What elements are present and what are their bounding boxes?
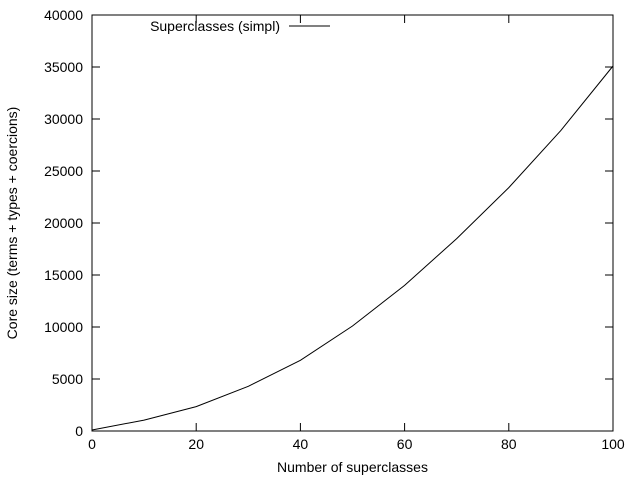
x-tick-label: 0 [88,436,96,452]
y-tick-label: 35000 [44,59,83,75]
y-tick-label: 15000 [44,267,83,283]
x-tick-label: 40 [293,436,309,452]
tick-labels: 0 20 40 60 80 100 0 5000 10000 15000 20000 25000 300… [44,7,625,452]
y-tick-label: 25000 [44,163,83,179]
y-axis-label: Core size (terms + types + coercions) [4,107,20,340]
series-line [91,65,614,431]
x-tick-label: 100 [601,436,625,452]
y-tick-label: 20000 [44,215,83,231]
series-layer [91,65,614,431]
axis-ticks [91,14,614,432]
x-tick-label: 20 [188,436,204,452]
x-tick-label: 80 [501,436,517,452]
legend: Superclasses (simpl) [150,18,330,34]
y-tick-label: 30000 [44,111,83,127]
plot-frame [91,14,614,432]
y-tick-label: 40000 [44,7,83,23]
x-axis-label: Number of superclasses [277,459,428,475]
y-tick-label: 0 [75,423,83,439]
legend-label: Superclasses (simpl) [150,18,280,34]
y-tick-label: 10000 [44,319,83,335]
y-tick-label: 5000 [52,371,83,387]
x-tick-label: 60 [397,436,413,452]
